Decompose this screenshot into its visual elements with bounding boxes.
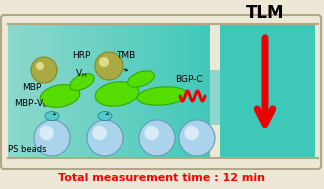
Ellipse shape (98, 112, 112, 121)
Text: HRP: HRP (72, 51, 90, 60)
Ellipse shape (70, 74, 94, 90)
Ellipse shape (95, 82, 139, 106)
Circle shape (34, 120, 70, 156)
Bar (75, 24, 81, 158)
Ellipse shape (128, 71, 154, 87)
Bar (50, 24, 55, 158)
Circle shape (40, 126, 54, 140)
Bar (97, 24, 102, 158)
Bar (112, 24, 117, 158)
Bar (138, 24, 143, 158)
Bar (81, 24, 86, 158)
Bar (154, 24, 159, 158)
Circle shape (184, 126, 199, 140)
Text: V$_\mathregular{H}$: V$_\mathregular{H}$ (75, 68, 87, 80)
Bar (211, 24, 216, 158)
Circle shape (139, 120, 175, 156)
Bar (133, 24, 138, 158)
Bar (143, 24, 148, 158)
Bar (91, 24, 97, 158)
Circle shape (36, 62, 44, 70)
Bar (44, 24, 50, 158)
Bar (210, 24, 220, 158)
Bar (60, 24, 65, 158)
Text: BGP-C: BGP-C (175, 75, 202, 84)
Ellipse shape (40, 85, 80, 107)
Circle shape (92, 126, 107, 140)
Circle shape (99, 57, 109, 67)
Bar (218, 24, 315, 158)
Bar (65, 24, 71, 158)
Bar (206, 24, 211, 158)
Circle shape (145, 126, 159, 140)
Bar (195, 24, 201, 158)
Ellipse shape (45, 112, 59, 121)
Bar (70, 24, 76, 158)
Bar (29, 24, 34, 158)
Bar (174, 24, 180, 158)
FancyBboxPatch shape (1, 15, 321, 169)
Bar (34, 24, 39, 158)
Bar (128, 24, 133, 158)
Bar (122, 24, 128, 158)
Bar (210, 70, 220, 125)
Circle shape (95, 52, 123, 80)
Text: TMB: TMB (116, 50, 135, 60)
Bar (164, 24, 169, 158)
Bar (169, 24, 175, 158)
Bar (102, 24, 107, 158)
Text: MBP: MBP (22, 84, 41, 92)
Circle shape (179, 120, 215, 156)
Bar (13, 24, 18, 158)
Text: PS beads: PS beads (8, 146, 47, 154)
Bar (24, 24, 29, 158)
Bar (18, 24, 24, 158)
Bar (179, 24, 185, 158)
Bar (201, 24, 206, 158)
Bar (185, 24, 190, 158)
Text: Total measurement time : 12 min: Total measurement time : 12 min (59, 173, 265, 183)
Circle shape (87, 120, 123, 156)
Bar (39, 24, 44, 158)
Bar (55, 24, 60, 158)
Text: TLM: TLM (246, 4, 284, 22)
Bar (190, 24, 195, 158)
Bar (148, 24, 154, 158)
Circle shape (31, 57, 57, 83)
Bar (117, 24, 122, 158)
Bar (159, 24, 164, 158)
Text: MBP-V$_\mathregular{L}$: MBP-V$_\mathregular{L}$ (14, 98, 48, 110)
Ellipse shape (137, 87, 187, 105)
Bar (8, 24, 13, 158)
Bar (86, 24, 91, 158)
Bar (107, 24, 112, 158)
